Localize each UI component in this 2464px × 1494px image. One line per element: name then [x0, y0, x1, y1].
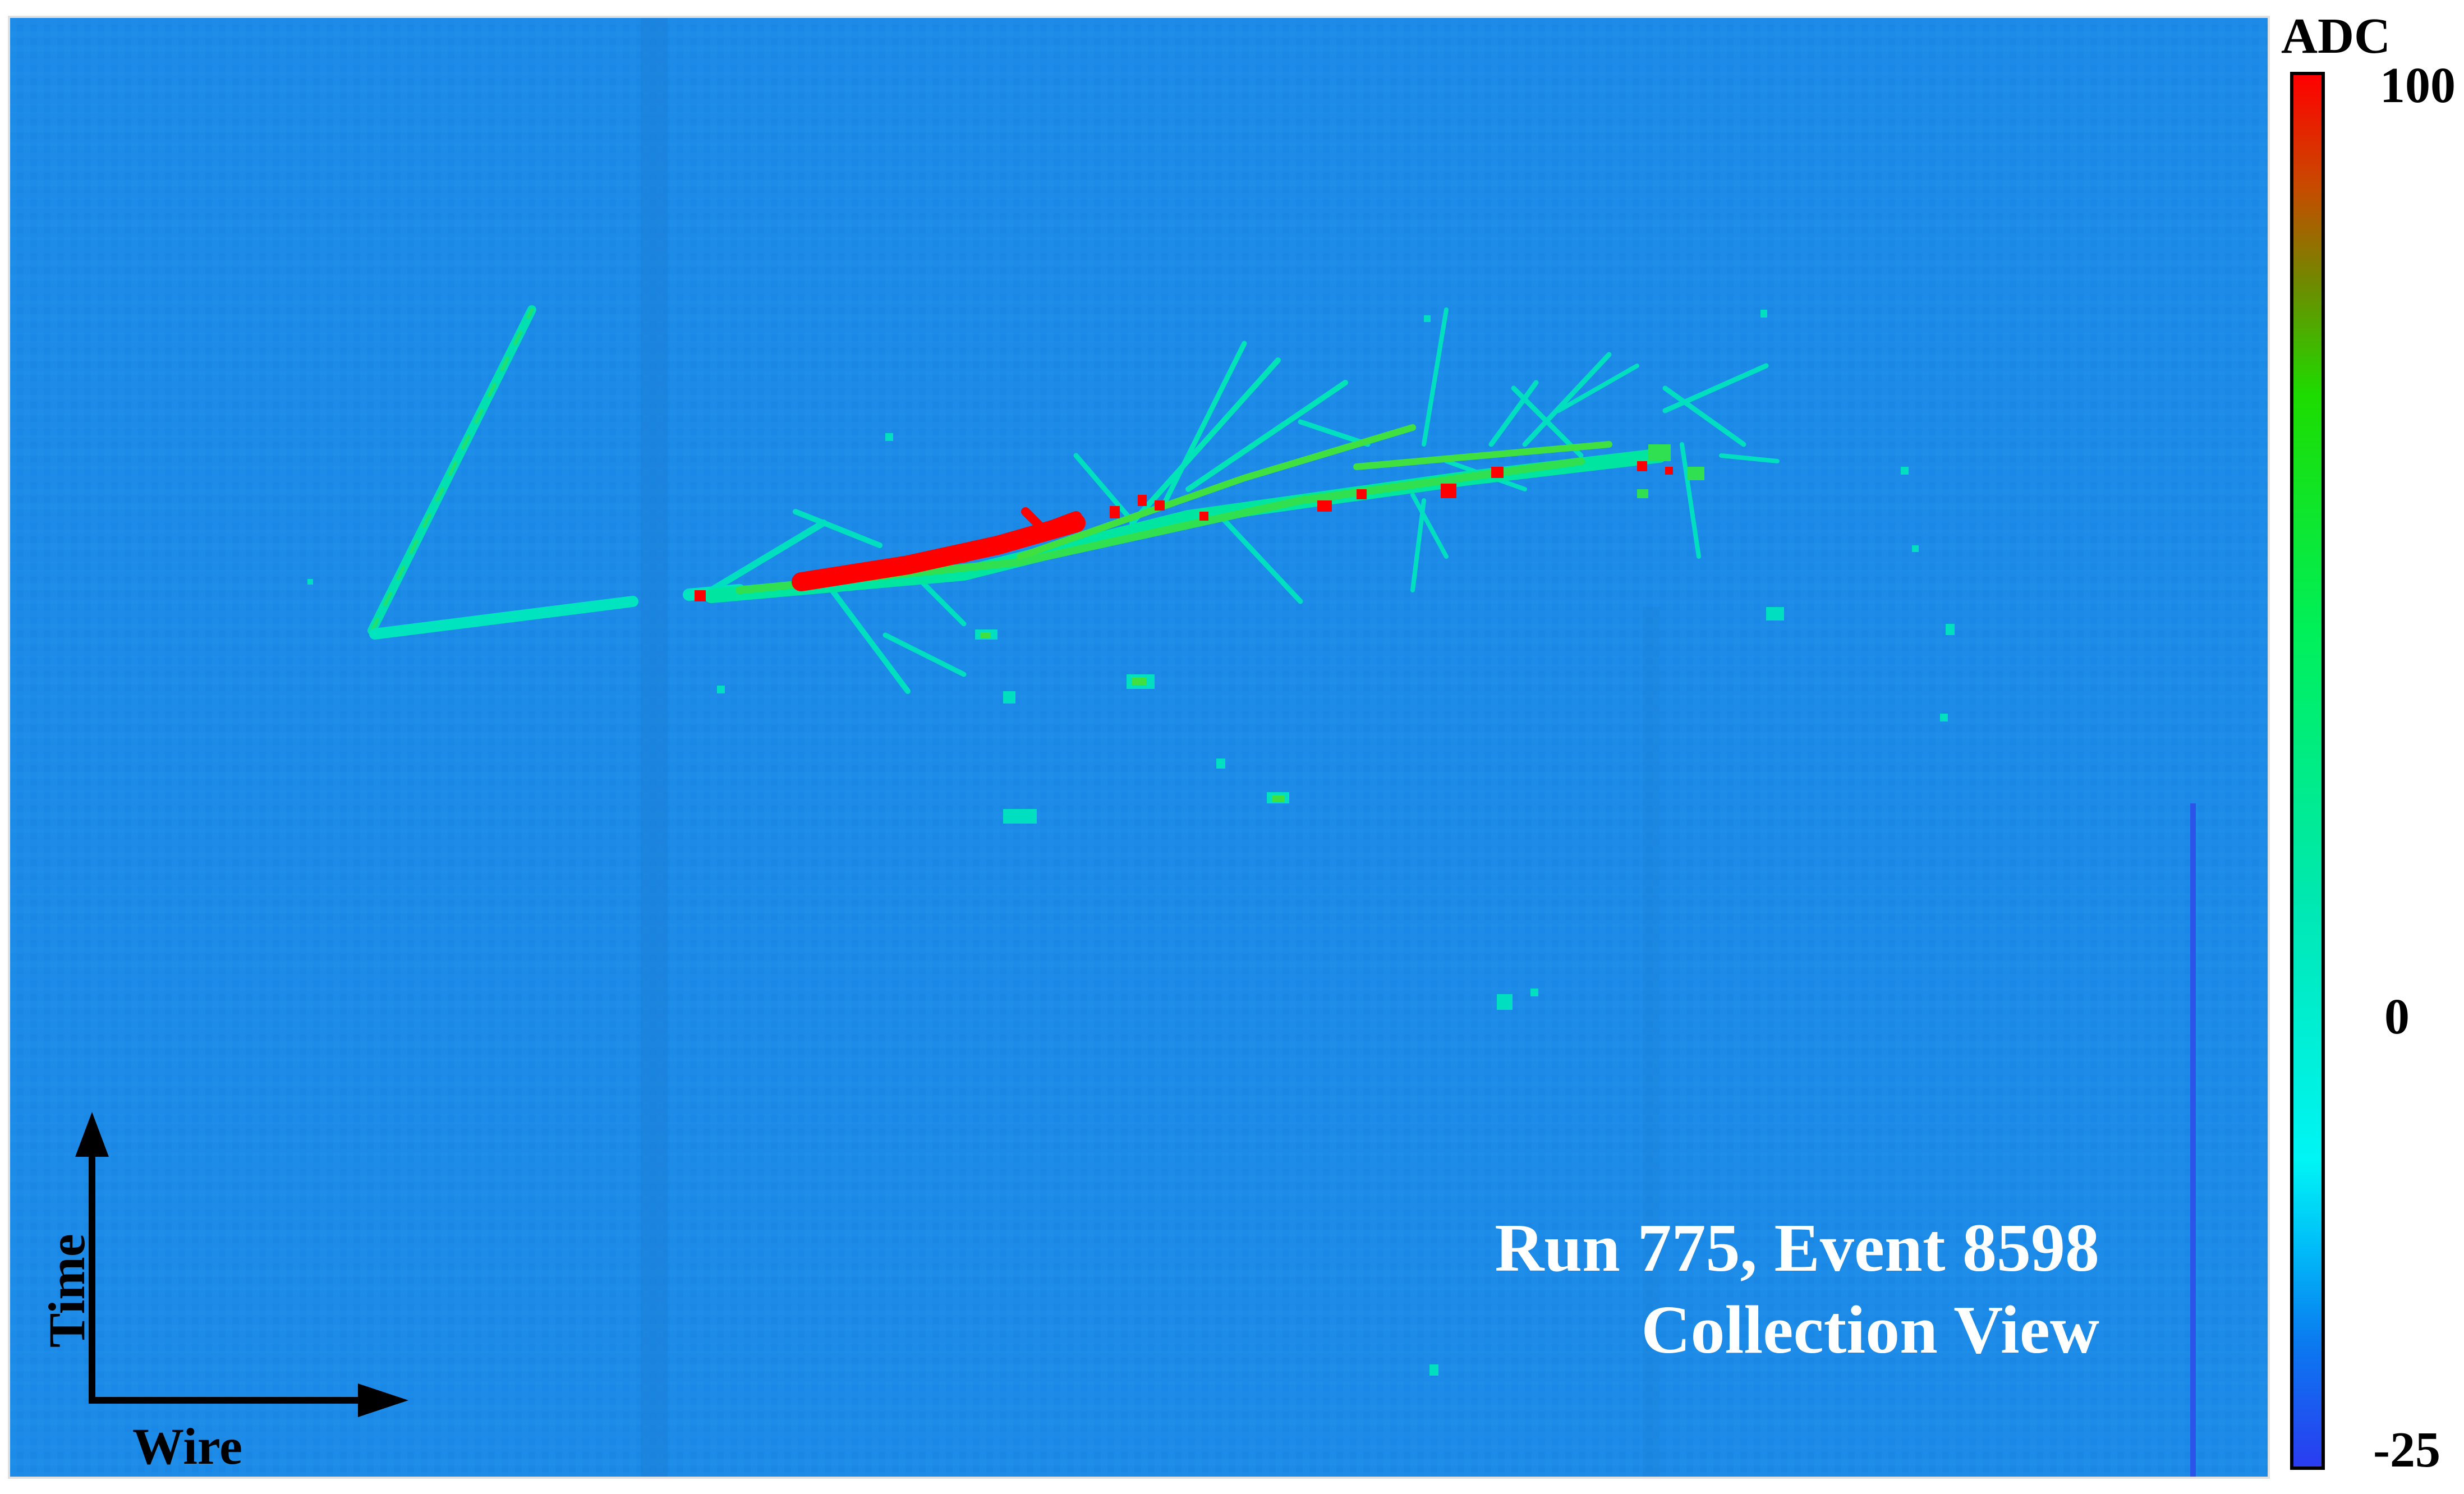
isolated-hits [307, 310, 1955, 1376]
colorbar [2290, 72, 2325, 1470]
dead-wire-line [2190, 803, 2196, 1477]
run-event-label: Run 775, Event 8598 Collection View [1495, 1207, 2099, 1371]
colorbar-min-label: -25 [2373, 1422, 2440, 1478]
shower-hotspots [695, 461, 1673, 601]
em-shower [704, 307, 1780, 694]
event-display-canvas [10, 18, 2268, 1477]
axis-arrows [75, 1112, 408, 1417]
time-axis-arrowhead [75, 1112, 109, 1157]
x-axis-label: Wire [132, 1418, 242, 1475]
run-event-title: Run 775, Event 8598 [1495, 1210, 2099, 1286]
noise-bands [10, 18, 2268, 1477]
view-name: Collection View [1641, 1292, 2099, 1368]
isolated-hit-cores [981, 632, 1285, 802]
dead-wire-band [641, 18, 668, 1477]
colorbar-title: ADC [2281, 8, 2391, 64]
shower-tail-blobs [1637, 444, 1704, 498]
wire-axis-arrowhead [358, 1383, 408, 1417]
y-axis-label: Time [38, 1234, 95, 1348]
event-display-panel: Time Wire Run 775, Event 8598 Collection… [8, 16, 2270, 1479]
colorbar-max-label: 100 [2380, 58, 2456, 113]
dead-wire-band [1643, 607, 1659, 1477]
colorbar-mid-label: 0 [2384, 989, 2410, 1045]
muon-track [367, 305, 536, 635]
